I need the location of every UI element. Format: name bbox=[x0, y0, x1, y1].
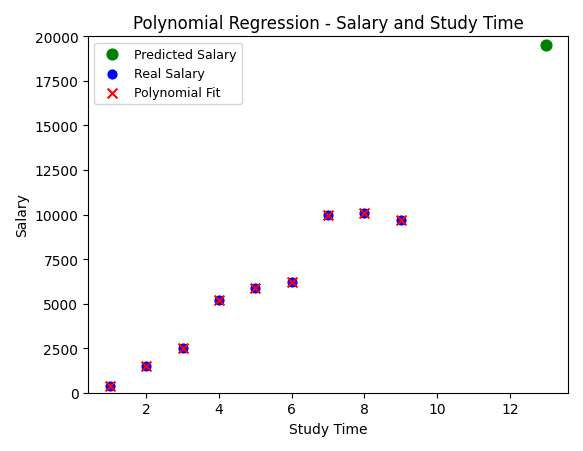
Polynomial Fit bbox=[106, 382, 115, 389]
Real Salary bbox=[106, 382, 115, 389]
Predicted Salary bbox=[542, 42, 551, 50]
Polynomial Fit bbox=[324, 212, 333, 219]
Real Salary bbox=[251, 284, 260, 291]
Real Salary bbox=[142, 363, 151, 370]
Polynomial Fit bbox=[360, 210, 369, 217]
X-axis label: Study Time: Study Time bbox=[289, 422, 367, 436]
Polynomial Fit bbox=[142, 363, 151, 370]
Title: Polynomial Regression - Salary and Study Time: Polynomial Regression - Salary and Study… bbox=[133, 15, 524, 33]
Real Salary bbox=[324, 212, 333, 219]
Real Salary bbox=[396, 217, 405, 224]
Polynomial Fit bbox=[396, 217, 405, 224]
Real Salary bbox=[215, 297, 224, 304]
Polynomial Fit bbox=[251, 284, 260, 291]
Real Salary bbox=[178, 345, 187, 352]
Real Salary bbox=[287, 279, 296, 286]
Polynomial Fit bbox=[178, 345, 187, 352]
Polynomial Fit bbox=[215, 297, 224, 304]
Legend: Predicted Salary, Real Salary, Polynomial Fit: Predicted Salary, Real Salary, Polynomia… bbox=[94, 43, 242, 105]
Y-axis label: Salary: Salary bbox=[15, 193, 29, 237]
Polynomial Fit bbox=[287, 279, 296, 286]
Real Salary bbox=[360, 210, 369, 217]
